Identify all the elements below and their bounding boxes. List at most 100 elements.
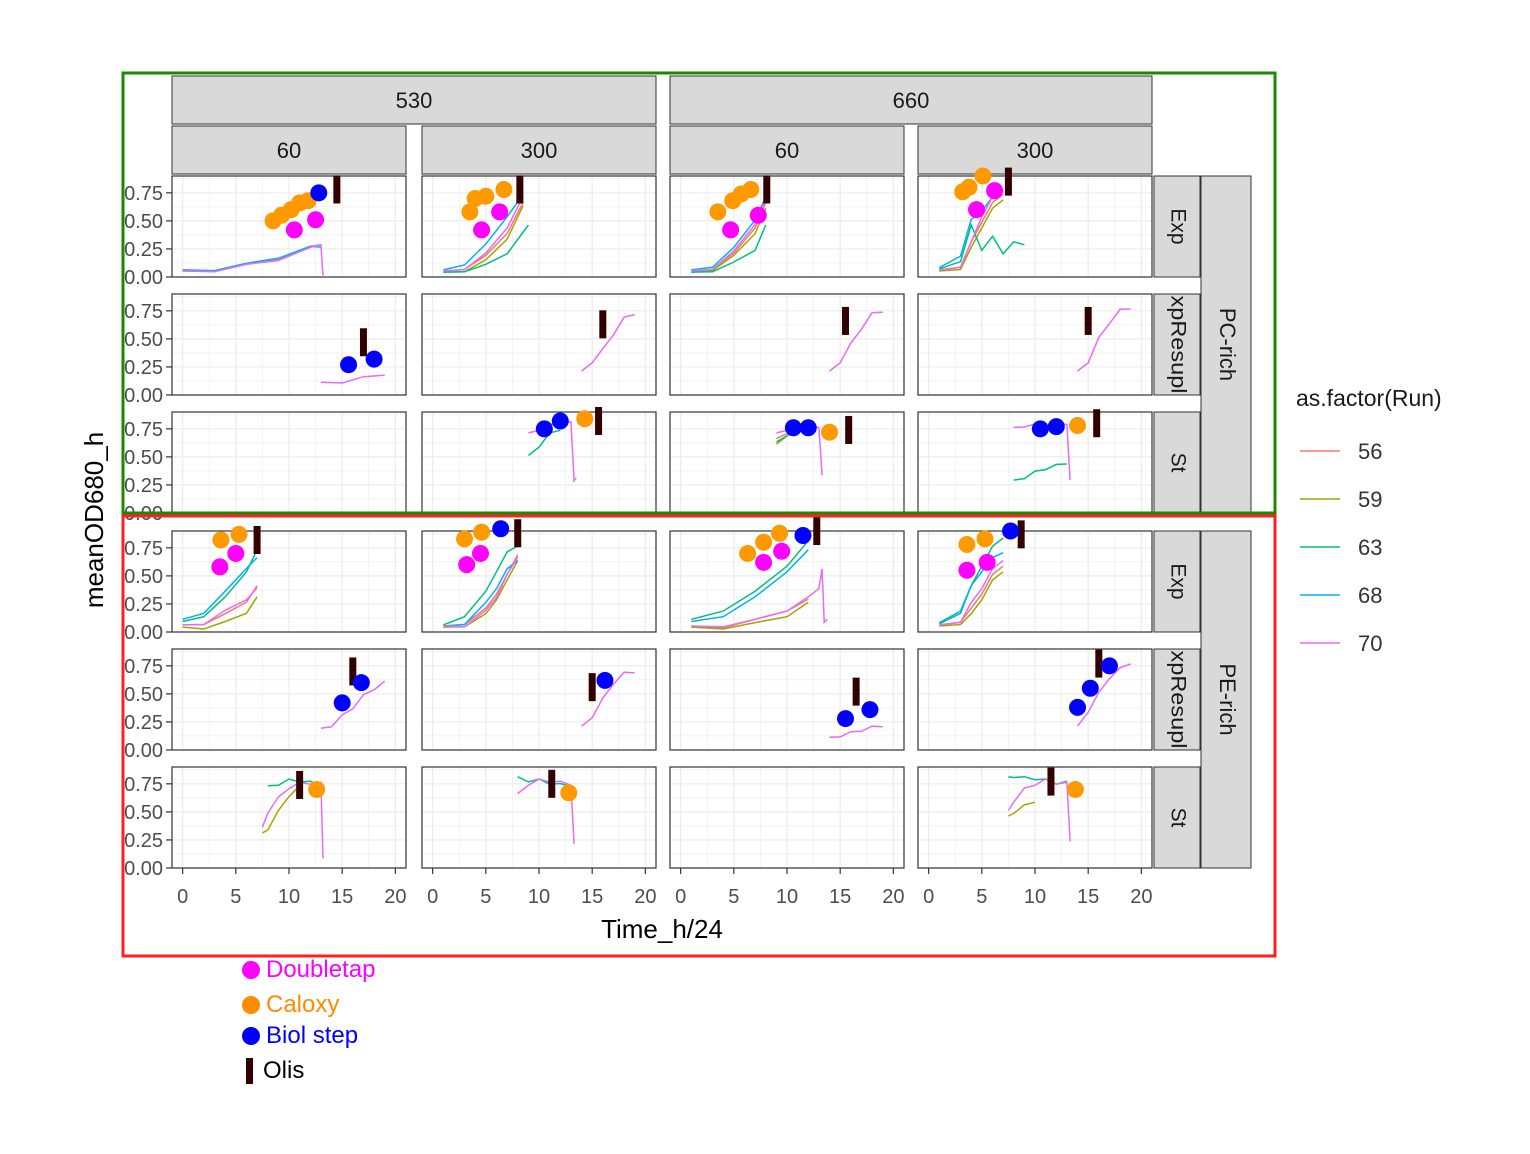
panel-data <box>829 306 883 372</box>
point-biol-step <box>333 694 351 712</box>
strip-row-group <box>1200 530 1252 869</box>
highlight-box-pe-rich <box>121 514 1277 958</box>
x-tick-label: 20 <box>1130 886 1152 908</box>
point-biol-step <box>794 526 812 544</box>
x-tick-label: 20 <box>634 886 656 908</box>
point-caloxy <box>1066 780 1084 798</box>
panel-border <box>171 293 407 396</box>
point-caloxy <box>974 167 992 185</box>
point-caloxy <box>456 530 474 548</box>
panel-border <box>917 293 1153 396</box>
strip-row-label: xpResupl <box>1166 296 1189 394</box>
y-tick-label: 0.25 <box>124 357 163 379</box>
series-line-run-63 <box>527 429 561 456</box>
series-line-run-59 <box>1008 801 1036 817</box>
panel-data <box>443 175 530 273</box>
series-line-run-63 <box>691 540 809 621</box>
panel <box>917 293 1153 396</box>
series-line-run-63 <box>517 776 572 788</box>
point-biol-step <box>861 701 879 719</box>
highlight-box-pc-rich <box>121 71 1277 515</box>
panel <box>171 648 407 751</box>
olis-marker <box>813 517 821 545</box>
point-biol-step <box>352 674 370 692</box>
y-tick-label: 0.00 <box>124 385 163 407</box>
panel-data <box>1013 409 1101 481</box>
point-caloxy <box>495 180 513 198</box>
panel <box>421 293 657 396</box>
series-line-run-70 <box>829 311 883 372</box>
panel-border <box>421 293 657 396</box>
point-biol-step <box>310 184 328 202</box>
point-doubletap <box>749 206 767 224</box>
panel-data <box>443 519 522 628</box>
point-biol-step <box>1081 679 1099 697</box>
series-line-run-63 <box>939 222 1025 270</box>
point-caloxy <box>477 187 495 205</box>
point-caloxy <box>976 530 994 548</box>
y-tick-label: 0.50 <box>124 684 163 706</box>
x-tick-label: 15 <box>1077 886 1099 908</box>
panel-border <box>917 175 1153 278</box>
strip-row <box>1153 530 1201 633</box>
series-line-run-70 <box>443 556 519 628</box>
x-tick-label: 0 <box>177 886 188 908</box>
panel <box>917 175 1153 278</box>
olis-marker <box>296 770 304 799</box>
point-biol-step <box>535 420 553 438</box>
x-tick-label: 0 <box>675 886 686 908</box>
series-line-run-59 <box>182 596 258 630</box>
olis-marker <box>852 677 860 706</box>
series-line-run-59 <box>939 571 1004 627</box>
x-axis-title: Time_h/24 <box>601 914 723 944</box>
panel-border <box>171 648 407 751</box>
olis-marker <box>1093 409 1101 438</box>
olis-marker <box>1017 520 1025 549</box>
legend-label-59: 59 <box>1358 487 1382 512</box>
point-doubletap <box>978 553 996 571</box>
annotation-doubletap: Doubletap <box>242 953 375 987</box>
panel-data <box>182 175 341 276</box>
point-doubletap <box>986 182 1004 200</box>
x-tick-label: 5 <box>480 886 491 908</box>
point-caloxy <box>709 203 727 221</box>
point-biol-step <box>596 671 614 689</box>
point-doubletap <box>755 553 773 571</box>
x-tick-label: 0 <box>427 886 438 908</box>
point-biol-step <box>492 520 510 538</box>
series-line-run-63 <box>938 537 1004 625</box>
series-line-run-63 <box>443 224 530 273</box>
panel-data <box>938 520 1025 627</box>
panel <box>421 530 657 633</box>
series-line-run-68 <box>691 549 809 623</box>
point-caloxy <box>308 780 326 798</box>
panel-border <box>917 530 1153 633</box>
series-line-run-70 <box>581 671 635 727</box>
y-tick-label: 0.50 <box>124 329 163 351</box>
point-biol-step <box>1047 418 1065 436</box>
legend-title: as.factor(Run) <box>1296 385 1442 411</box>
y-tick-label: 0.50 <box>124 802 163 824</box>
point-biol-step <box>1069 698 1087 716</box>
point-doubletap <box>491 203 509 221</box>
strip-group-660 <box>669 75 1153 125</box>
strip-row-group <box>1200 175 1252 514</box>
point-caloxy <box>771 524 789 542</box>
panel-data <box>938 167 1025 272</box>
panel-data <box>527 406 603 484</box>
strip-group-530 <box>171 75 657 125</box>
strip-row <box>1153 411 1201 514</box>
point-caloxy <box>821 423 839 441</box>
panel-data <box>581 310 635 372</box>
y-tick-label: 0.00 <box>124 858 163 880</box>
y-tick-label: 0.75 <box>124 301 163 323</box>
olis-marker <box>845 415 853 444</box>
series-line-run-68 <box>443 560 519 627</box>
x-tick-label: 0 <box>923 886 934 908</box>
annotation-doubletap-label: Doubletap <box>266 956 376 983</box>
olis-marker <box>1004 167 1012 196</box>
panel-border <box>421 648 657 751</box>
annotation-olis: Olis <box>242 1054 304 1088</box>
panel <box>669 175 905 278</box>
